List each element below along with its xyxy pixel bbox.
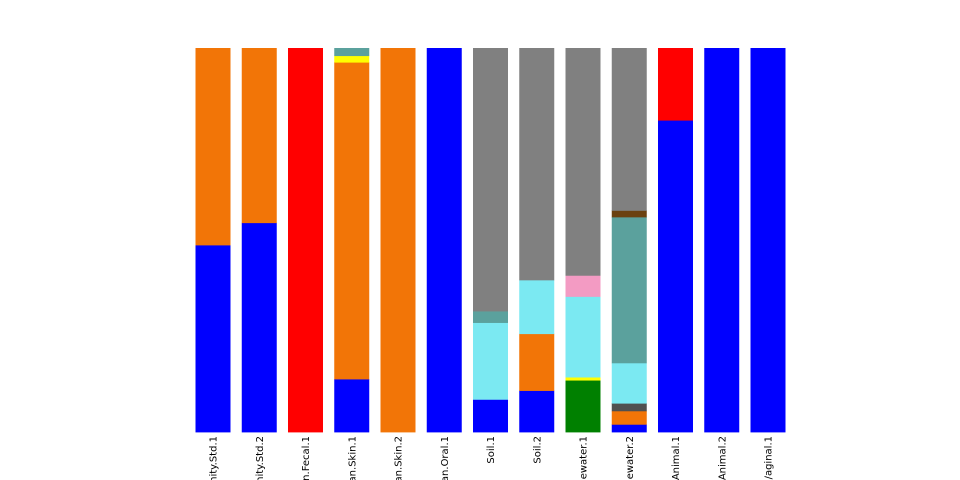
bar-segment-light-cyan-10 bbox=[611, 362, 647, 404]
x-tick-labels-group: nity.Std.1 nity.Std.2 an.Fecal.1 an.Skin.1 a… bbox=[209, 436, 775, 480]
bar-segment-orange-8 bbox=[519, 333, 555, 391]
bar-segment-light-cyan-9 bbox=[565, 296, 601, 378]
bar-segment-blue-10 bbox=[611, 424, 647, 433]
x-tick-label-11: Animal.1 bbox=[671, 436, 682, 480]
bar-segment-blue-13 bbox=[750, 48, 786, 433]
x-tick-label-3: an.Fecal.1 bbox=[301, 436, 312, 480]
bar-segment-light-cyan-7 bbox=[473, 322, 508, 400]
bar-segment-blue-7 bbox=[473, 399, 508, 433]
x-tick-label-8: Soil.2 bbox=[532, 436, 543, 464]
bar-segment-yellow-4 bbox=[334, 55, 370, 63]
bar-segment-gray-8 bbox=[519, 48, 555, 281]
bar-segment-pink-9 bbox=[565, 275, 601, 297]
x-tick-label-6: an.Oral.1 bbox=[440, 436, 451, 480]
bar-segment-blue-12 bbox=[704, 48, 740, 433]
bar-segment-yellow-9 bbox=[565, 377, 601, 381]
x-tick-label-12: Animal.2 bbox=[717, 436, 728, 480]
x-tick-label-13: /aginal.1 bbox=[764, 436, 775, 479]
x-tick-label-10: ewater.2 bbox=[625, 436, 636, 479]
bar-segment-dark-gray-10 bbox=[611, 403, 647, 412]
x-tick-label-9: ewater.1 bbox=[579, 436, 590, 479]
x-tick-label-7: Soil.1 bbox=[486, 436, 497, 464]
bar-segment-teal-4 bbox=[334, 48, 370, 57]
bar-segment-light-cyan-8 bbox=[519, 279, 555, 335]
bar-segment-teal-10 bbox=[611, 216, 647, 364]
bar-segment-blue-1 bbox=[195, 244, 231, 433]
bar-segment-gray-10 bbox=[611, 48, 647, 211]
bar-segment-red-3 bbox=[288, 48, 323, 433]
bars-group bbox=[195, 48, 786, 433]
bar-segment-blue-6 bbox=[426, 48, 462, 433]
bar-segment-teal-7 bbox=[473, 311, 508, 323]
bar-segment-blue-11 bbox=[658, 120, 693, 433]
x-tick-label-2: nity.Std.2 bbox=[255, 436, 266, 480]
bar-segment-orange-1 bbox=[195, 48, 231, 246]
bar-segment-brown-10 bbox=[611, 210, 647, 218]
bar-segment-orange-4 bbox=[334, 62, 370, 380]
bar-segment-gray-9 bbox=[565, 48, 601, 276]
bar-segment-orange-5 bbox=[380, 48, 416, 433]
bar-segment-gray-7 bbox=[473, 48, 508, 312]
x-tick-label-4: an.Skin.1 bbox=[347, 436, 358, 480]
bar-segment-orange-10 bbox=[611, 410, 647, 425]
bar-segment-orange-2 bbox=[241, 48, 277, 224]
bar-segment-blue-2 bbox=[241, 222, 277, 433]
bar-segment-green-9 bbox=[565, 380, 601, 433]
x-tick-label-1: nity.Std.1 bbox=[209, 436, 220, 480]
bar-segment-blue-8 bbox=[519, 390, 555, 433]
bar-segment-red-11 bbox=[658, 48, 693, 121]
x-tick-label-5: an.Skin.2 bbox=[394, 436, 405, 480]
bar-segment-blue-4 bbox=[334, 379, 370, 433]
